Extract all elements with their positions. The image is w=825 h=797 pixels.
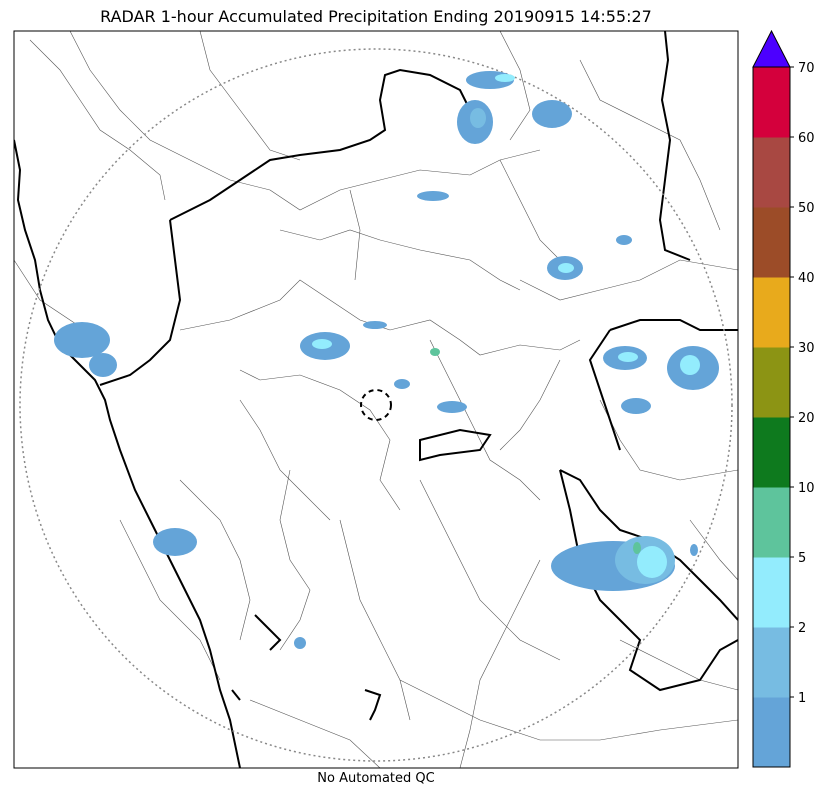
colorbar-tick-label: 30 bbox=[798, 341, 815, 356]
state-boundaries bbox=[14, 31, 738, 768]
colorbar-level-4 bbox=[753, 417, 790, 488]
colorbar-extend-triangle bbox=[752, 29, 791, 68]
echo bbox=[54, 322, 110, 358]
colorbar-level-8 bbox=[753, 137, 790, 208]
echo bbox=[294, 637, 306, 649]
district-boundaries bbox=[14, 31, 738, 768]
precipitation-echoes bbox=[54, 71, 719, 649]
colorbar-level-0 bbox=[753, 697, 790, 768]
echo bbox=[637, 546, 667, 578]
colorbar-tick-label: 70 bbox=[798, 61, 815, 76]
colorbar-level-9 bbox=[753, 67, 790, 138]
echo bbox=[430, 348, 440, 356]
radar-site-marker bbox=[360, 389, 392, 421]
echo bbox=[633, 542, 641, 554]
echo bbox=[417, 191, 449, 201]
colorbar-level-7 bbox=[753, 207, 790, 278]
range-ring bbox=[19, 48, 733, 762]
colorbar-tick-label: 40 bbox=[798, 271, 815, 286]
echo bbox=[690, 544, 698, 556]
colorbar-tick-label: 20 bbox=[798, 411, 815, 426]
colorbar-tick-label: 5 bbox=[798, 551, 806, 566]
qc-note: No Automated QC bbox=[317, 771, 435, 786]
echo bbox=[680, 355, 700, 375]
echo bbox=[470, 108, 486, 128]
echo bbox=[532, 100, 572, 128]
colorbar-ticks: 1 2 5 10 20 30 40 50 60 70 bbox=[790, 61, 815, 706]
echo bbox=[394, 379, 410, 389]
colorbar-tick-label: 2 bbox=[798, 621, 806, 636]
echo bbox=[312, 339, 332, 349]
echo bbox=[618, 352, 638, 362]
colorbar-level-3 bbox=[753, 487, 790, 558]
colorbar-tick-label: 10 bbox=[798, 481, 815, 496]
colorbar-level-5 bbox=[753, 347, 790, 418]
colorbar-segments bbox=[753, 67, 790, 768]
colorbar-tick-label: 50 bbox=[798, 201, 815, 216]
map-frame bbox=[13, 30, 739, 769]
echo bbox=[153, 528, 197, 556]
colorbar-level-2 bbox=[753, 557, 790, 628]
echo bbox=[621, 398, 651, 414]
echo bbox=[616, 235, 632, 245]
echo bbox=[495, 74, 515, 82]
echo bbox=[558, 263, 574, 273]
echo bbox=[363, 321, 387, 329]
colorbar-tick-label: 60 bbox=[798, 131, 815, 146]
echo bbox=[437, 401, 467, 413]
map-title: RADAR 1-hour Accumulated Precipitation E… bbox=[100, 7, 652, 26]
colorbar-tick-label: 1 bbox=[798, 691, 806, 706]
colorbar-level-1 bbox=[753, 627, 790, 698]
colorbar-level-6 bbox=[753, 277, 790, 348]
echo bbox=[89, 353, 117, 377]
